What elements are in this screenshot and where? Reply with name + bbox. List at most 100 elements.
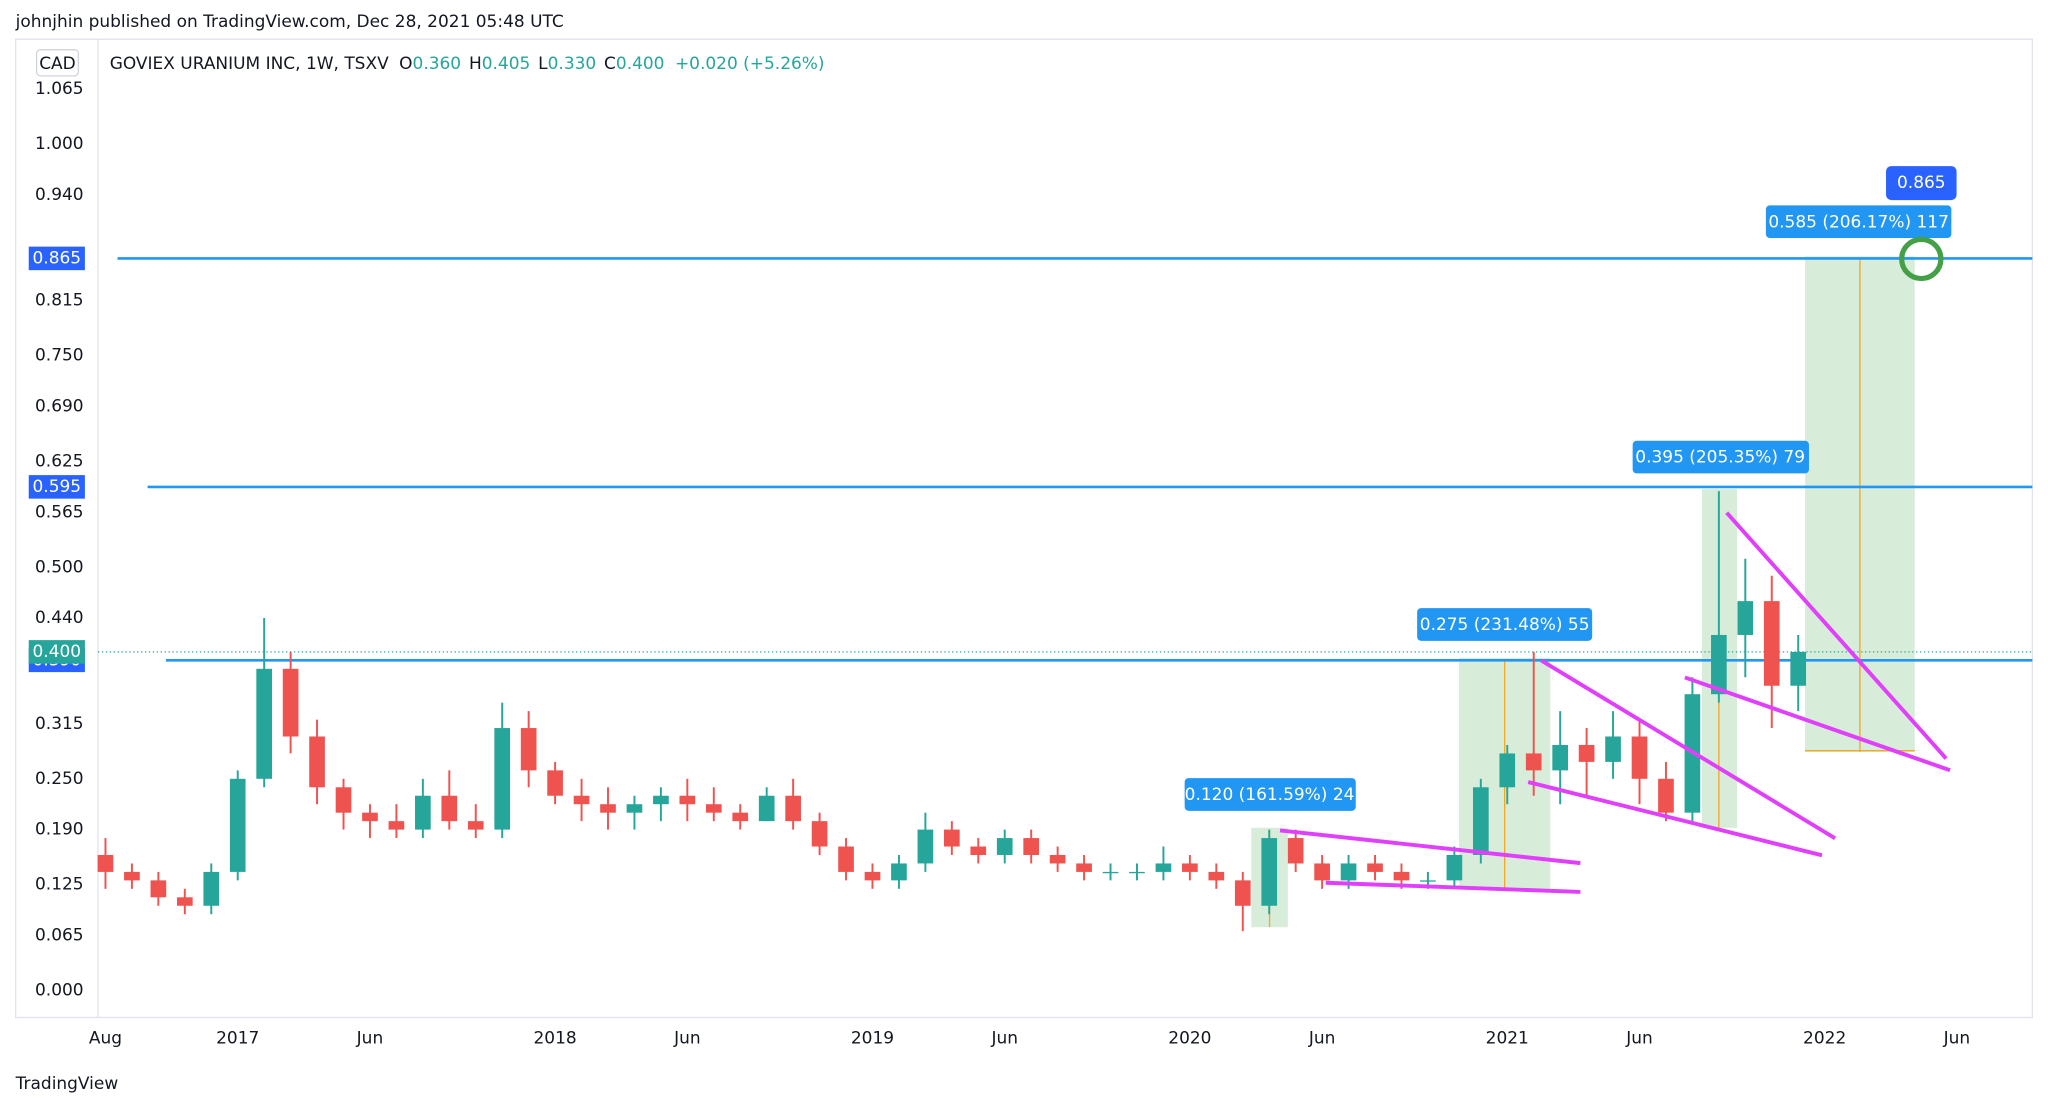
currency-box [35, 49, 80, 77]
candle-body [600, 804, 616, 813]
measure-label: 0.585 (206.17%) 117 [1768, 212, 1949, 232]
candle-body [1737, 601, 1754, 635]
candle-body [547, 770, 563, 796]
symbol-legend: GOVIEX URANIUM INC, 1W, TSXV O0.360 H0.405… [110, 54, 825, 74]
candle-body [811, 821, 828, 847]
candle-body [573, 795, 590, 805]
candle-body [679, 795, 696, 805]
x-tick-label: 2019 [851, 1028, 894, 1048]
candle-body [1763, 601, 1780, 686]
candle-body [1208, 871, 1225, 881]
y-tick-label: 1.000 [35, 134, 84, 154]
candle-body [626, 804, 643, 813]
ohlc-key: C [604, 54, 616, 74]
candle-body [1155, 863, 1172, 872]
candle-body [1261, 838, 1278, 906]
measure-label-box [1765, 205, 1952, 239]
target-circle [1899, 236, 1944, 282]
ohlc-value: 0.400 [616, 54, 665, 74]
x-tick-label: Jun [673, 1028, 701, 1048]
x-tick-label: 2021 [1486, 1028, 1529, 1048]
candle-body [362, 812, 378, 822]
measure-label-box [1632, 440, 1809, 474]
candle-body [1340, 863, 1357, 881]
candle-body [705, 804, 722, 813]
price-label-box [28, 475, 85, 499]
candle-body [732, 812, 749, 822]
candle-body [944, 829, 960, 847]
measure-label-box [1184, 778, 1356, 811]
y-tick-label: 0.250 [35, 769, 84, 789]
candle-body [1234, 880, 1251, 906]
candle-body [1049, 854, 1066, 864]
y-tick-label: 0.565 [35, 502, 84, 522]
price-label: 0.865 [33, 248, 82, 268]
candle-body [203, 871, 220, 906]
trend-line [1725, 511, 1948, 760]
ohlc-key: O [399, 54, 412, 74]
trend-line [1684, 675, 1951, 773]
ohlc-value: 0.405 [482, 54, 531, 74]
candle-body [1711, 634, 1727, 695]
candle-body [917, 829, 934, 864]
candle-body [1287, 838, 1304, 864]
y-tick-label: 1.065 [35, 79, 84, 99]
y-tick-label: 0.940 [35, 185, 84, 205]
y-tick-label: 0.500 [35, 557, 84, 577]
candle-body [970, 846, 987, 855]
candle-body [150, 880, 167, 898]
y-tick-label: 0.815 [35, 291, 84, 311]
candle-body [758, 795, 775, 822]
x-tick-label: 2018 [533, 1028, 576, 1048]
candle-body [1102, 871, 1119, 874]
candle-body [256, 668, 272, 779]
y-tick-label: 0.625 [35, 451, 84, 471]
x-tick-label: 2017 [216, 1028, 259, 1048]
x-tick-label: Jun [1625, 1028, 1653, 1048]
candle-body [1631, 736, 1648, 779]
currency: CAD [39, 54, 76, 74]
candle-body [1552, 744, 1568, 771]
x-tick-label: 2022 [1803, 1028, 1846, 1048]
candle-body [1658, 778, 1674, 813]
y-tick-label: 0.000 [35, 980, 84, 1000]
candle-body [838, 846, 854, 872]
x-tick-label: Jun [1308, 1028, 1336, 1048]
x-tick-label: 2020 [1168, 1028, 1211, 1048]
y-tick-label: 0.690 [35, 396, 84, 416]
candle-body [1314, 863, 1330, 881]
candle-body [309, 736, 325, 788]
trend-line [1325, 880, 1581, 894]
candle-body [1499, 753, 1516, 788]
candle-body [494, 728, 511, 830]
y-tick-label: 0.065 [35, 925, 84, 945]
y-tick-label: 0.125 [35, 875, 84, 895]
measure-labels: 0.120 (161.59%) 24 0.275 (231.48%) 55 0.… [1184, 166, 1957, 811]
candle-body [441, 795, 458, 822]
candle-body [1420, 880, 1436, 882]
measure-label: 0.120 (161.59%) 24 [1185, 785, 1355, 805]
candle-body [467, 821, 484, 830]
candle-body [1446, 854, 1463, 881]
measure-label: 0.275 (231.48%) 55 [1420, 615, 1590, 635]
symbol: GOVIEX URANIUM INC, 1W, TSXV [110, 54, 389, 74]
y-tick-label: 0.190 [35, 820, 84, 840]
x-tick-label: Jun [1943, 1028, 1971, 1048]
target-label: 0.865 [1897, 173, 1946, 193]
x-tick-label: Jun [990, 1028, 1018, 1048]
logo: TradingView [15, 1074, 119, 1094]
y-tick-label: 0.315 [35, 714, 84, 734]
candle-body [124, 871, 140, 881]
x-tick-label: Jun [356, 1028, 384, 1048]
candle-body [282, 668, 299, 737]
candle-body [176, 897, 193, 906]
ohlc-value: 0.330 [548, 54, 597, 74]
trend-line [1540, 658, 1837, 840]
trend-line [1279, 828, 1581, 866]
candle-body [1790, 651, 1807, 686]
target-bubble [1886, 166, 1957, 201]
candle-body [1076, 863, 1092, 872]
candle-body [97, 854, 114, 872]
